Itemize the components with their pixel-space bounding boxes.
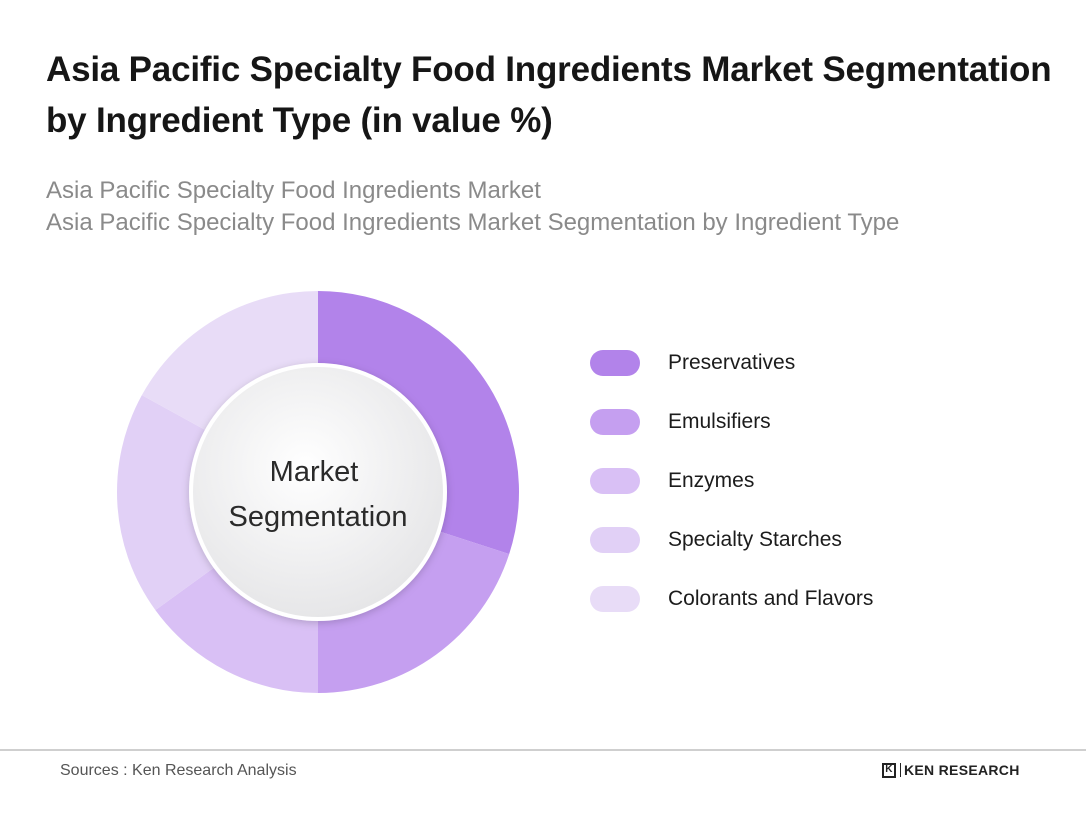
footer-divider <box>0 749 1086 751</box>
legend-label: Enzymes <box>668 468 755 492</box>
donut-slice-specialty-starches <box>117 395 217 611</box>
subtitle-line-1: Asia Pacific Specialty Food Ingredients … <box>46 177 541 204</box>
chart-subtitle: Asia Pacific Specialty Food Ingredients … <box>46 175 1066 239</box>
brand-mark-icon: K <box>882 762 896 778</box>
donut-slice-preservatives <box>318 291 519 555</box>
subtitle-line-2: Asia Pacific Specialty Food Ingredients … <box>46 209 900 236</box>
legend-swatch <box>590 467 640 494</box>
donut-slice-enzymes <box>155 565 318 693</box>
legend-label: Specialty Starches <box>668 527 842 551</box>
center-label-line-1: Market <box>270 456 359 488</box>
brand-name: KEN RESEARCH <box>904 762 1020 778</box>
legend-swatch <box>590 526 640 553</box>
brand-logo: K KEN RESEARCH <box>882 762 1020 778</box>
legend-item-preservatives: Preservatives <box>590 333 970 392</box>
source-note: Sources : Ken Research Analysis <box>60 762 297 779</box>
legend-swatch <box>590 349 640 376</box>
legend-label: Colorants and Flavors <box>668 586 874 610</box>
legend-item-specialty-starches: Specialty Starches <box>590 510 970 569</box>
legend-label: Emulsifiers <box>668 409 771 433</box>
legend-item-emulsifiers: Emulsifiers <box>590 392 970 451</box>
center-label-line-2: Segmentation <box>229 501 408 533</box>
donut-center <box>189 363 447 621</box>
donut-slices <box>117 291 519 693</box>
chart-legend: Preservatives Emulsifiers Enzymes Specia… <box>590 333 970 628</box>
legend-item-enzymes: Enzymes <box>590 451 970 510</box>
chart-title: Asia Pacific Specialty Food Ingredients … <box>46 50 1052 140</box>
brand-separator <box>900 763 901 777</box>
donut-slice-emulsifiers <box>318 530 510 693</box>
legend-label: Preservatives <box>668 350 796 374</box>
legend-swatch <box>590 408 640 435</box>
legend-item-colorants-and-flavors: Colorants and Flavors <box>590 569 970 628</box>
donut-slice-colorants-and-flavors <box>141 291 318 432</box>
legend-swatch <box>590 585 640 612</box>
